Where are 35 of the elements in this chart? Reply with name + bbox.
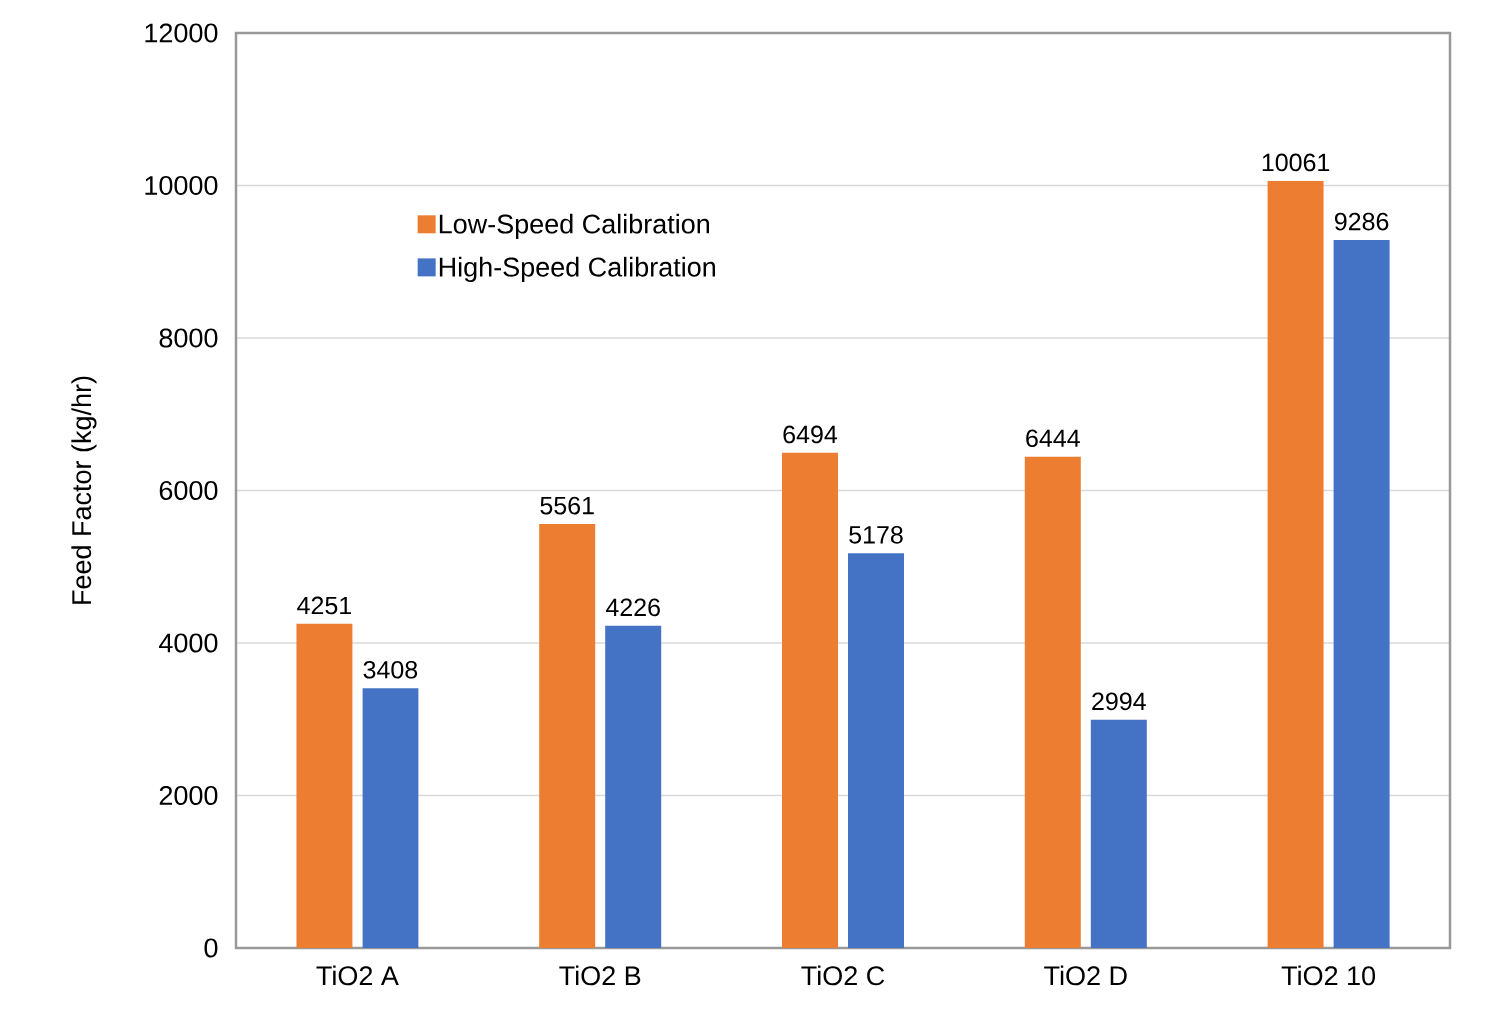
x-tick-label: TiO2 A [316, 965, 399, 986]
data-label: 6494 [783, 425, 838, 444]
y-tick-label: 10000 [145, 175, 218, 196]
bar [539, 523, 596, 948]
y-tick-label: 12000 [145, 23, 218, 43]
y-tick-label: 4000 [159, 633, 218, 653]
data-label: 6444 [1026, 429, 1080, 448]
bar [296, 623, 353, 948]
bar [1267, 180, 1324, 948]
y-axis-title: Feed Factor (kg/hr) [71, 376, 97, 604]
x-tick-label: TiO2 C [801, 965, 885, 986]
data-label: 3408 [363, 660, 418, 679]
bar [362, 688, 419, 948]
y-tick-label: 0 [204, 938, 218, 958]
y-tick-label: 8000 [159, 328, 218, 348]
bar [605, 625, 662, 948]
data-label: 10061 [1262, 153, 1330, 172]
data-label: 4226 [605, 598, 660, 617]
bar [782, 452, 838, 948]
data-label: 4251 [297, 596, 351, 615]
legend-label: High-Speed Calibration [439, 256, 715, 283]
x-tick-label: TiO2 D [1044, 965, 1127, 986]
bar [848, 553, 904, 948]
x-tick-label: TiO2 10 [1281, 965, 1376, 986]
x-tick-label: TiO2 B [559, 965, 641, 986]
bar [1090, 719, 1147, 948]
y-tick-label: 6000 [159, 480, 218, 501]
data-label: 5178 [849, 525, 903, 544]
data-label: 2994 [1092, 692, 1146, 711]
bar [1024, 456, 1081, 948]
legend-label: Low-Speed Calibration [439, 213, 709, 239]
data-label: 5561 [540, 496, 594, 515]
data-label: 9286 [1334, 212, 1389, 231]
bar [1333, 239, 1390, 948]
y-tick-label: 2000 [159, 785, 218, 806]
